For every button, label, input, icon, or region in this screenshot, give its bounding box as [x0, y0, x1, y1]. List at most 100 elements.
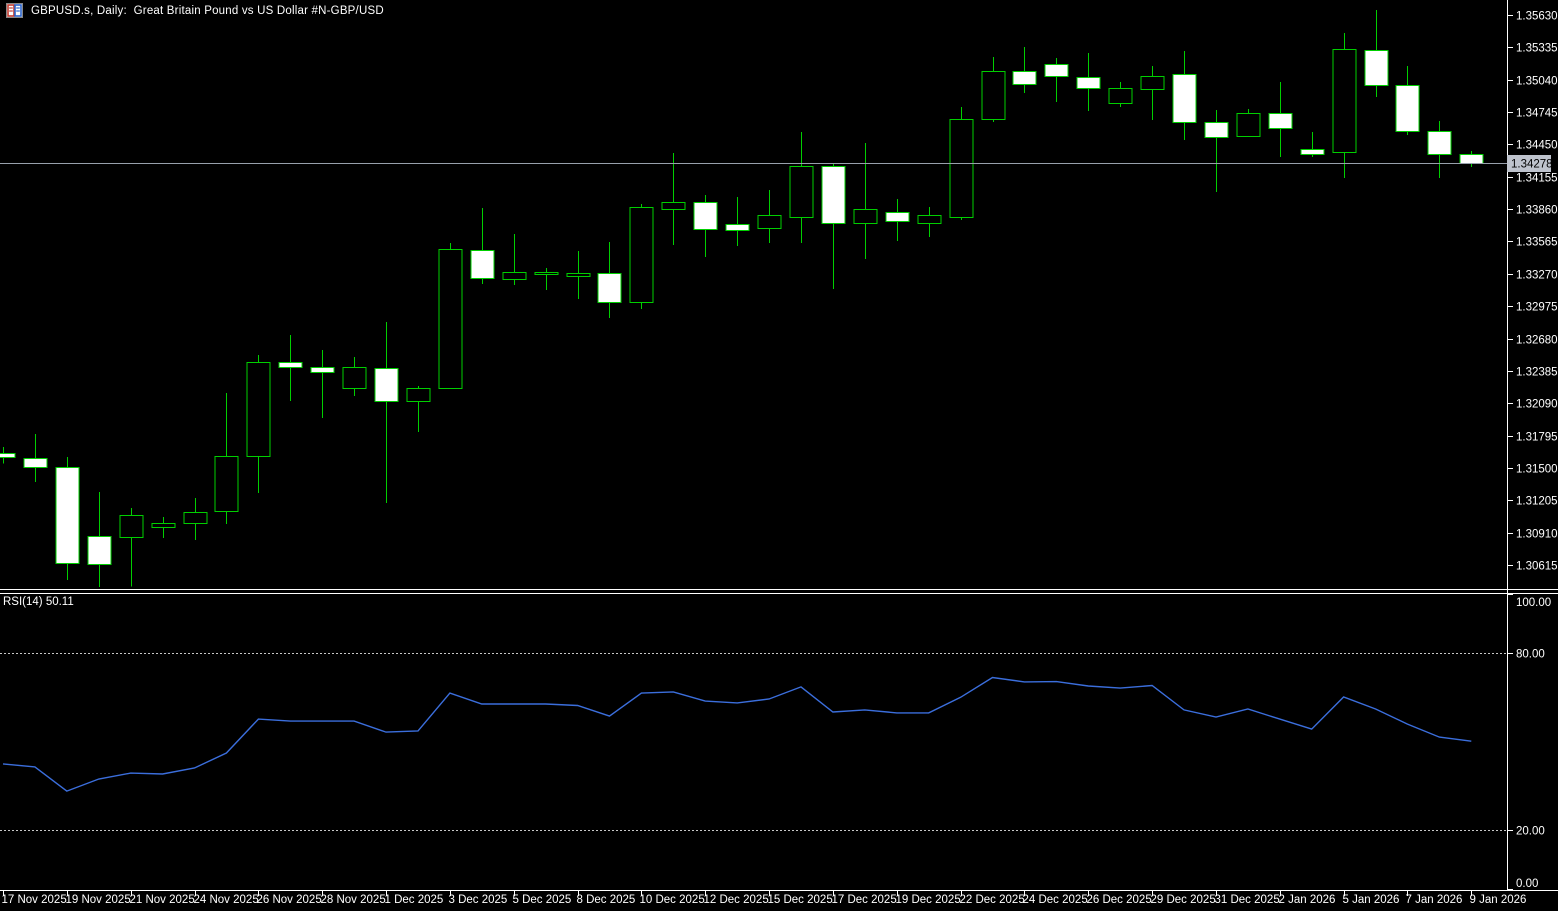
- candle-body: [438, 249, 463, 389]
- svg-text:29 Dec 2025: 29 Dec 2025: [1151, 894, 1216, 906]
- candle: [246, 355, 271, 494]
- candle: [406, 386, 431, 433]
- candle: [597, 241, 622, 318]
- candle-body: [853, 209, 878, 224]
- candle: [502, 233, 527, 285]
- svg-text:1.33860: 1.33860: [1516, 205, 1558, 217]
- rsi-panel[interactable]: 100.00 80.00 20.00 0.00: [0, 594, 1551, 891]
- candle-body: [470, 250, 495, 279]
- candle: [885, 199, 910, 242]
- chart-title: GBPUSD.s, Daily: Great Britain Pound vs …: [31, 4, 384, 17]
- svg-text:1.32090: 1.32090: [1516, 399, 1558, 411]
- svg-text:26 Dec 2025: 26 Dec 2025: [1087, 894, 1152, 906]
- candle: [23, 434, 48, 483]
- svg-text:17 Dec 2025: 17 Dec 2025: [832, 894, 897, 906]
- candle: [757, 190, 782, 243]
- svg-text:22 Dec 2025: 22 Dec 2025: [960, 894, 1025, 906]
- candle: [1300, 132, 1325, 158]
- candle-body: [1300, 149, 1325, 155]
- price-marker-box: [1507, 155, 1551, 172]
- svg-text:1.34745: 1.34745: [1516, 108, 1558, 120]
- candle-body: [1012, 71, 1037, 85]
- svg-text:1.34155: 1.34155: [1516, 173, 1558, 185]
- candle-body: [1044, 64, 1069, 77]
- candle: [629, 204, 654, 310]
- candle-body: [55, 467, 80, 564]
- candle-body: [693, 202, 718, 230]
- svg-text:1.35040: 1.35040: [1516, 76, 1558, 88]
- candle: [1332, 32, 1357, 179]
- candlesticks[interactable]: [0, 9, 1484, 588]
- candle-body: [1140, 76, 1165, 90]
- candle: [0, 447, 16, 464]
- panel-splitter[interactable]: [0, 589, 1558, 594]
- svg-text:1.35630: 1.35630: [1516, 11, 1558, 23]
- svg-text:80.00: 80.00: [1516, 649, 1545, 661]
- candle: [1140, 65, 1165, 121]
- candle-body: [725, 224, 750, 231]
- candle-body: [406, 388, 431, 402]
- candle-body: [534, 272, 559, 275]
- chart-title-bar: GBPUSD.s, Daily: Great Britain Pound vs …: [6, 3, 384, 18]
- candle-body: [1332, 49, 1357, 153]
- candle-body: [757, 215, 782, 229]
- svg-text:1.32975: 1.32975: [1516, 302, 1558, 314]
- svg-text:1.30615: 1.30615: [1516, 561, 1558, 573]
- candle: [1108, 82, 1133, 108]
- candle-body: [629, 207, 654, 303]
- svg-text:1.33270: 1.33270: [1516, 270, 1558, 282]
- candle-body: [949, 119, 974, 218]
- candle-body: [1172, 74, 1197, 123]
- candle: [119, 508, 144, 587]
- candle-body: [183, 512, 208, 524]
- svg-text:1.30910: 1.30910: [1516, 529, 1558, 541]
- svg-text:1.32680: 1.32680: [1516, 335, 1558, 347]
- current-price-marker: 1.34278: [1507, 155, 1553, 172]
- candle-body: [661, 202, 686, 210]
- candle: [725, 197, 750, 247]
- candle-body: [342, 367, 367, 389]
- svg-text:26 Nov 2025: 26 Nov 2025: [257, 894, 322, 906]
- candle-body: [1108, 88, 1133, 104]
- candle-body: [1395, 85, 1420, 132]
- candle: [661, 152, 686, 246]
- candle: [821, 163, 846, 290]
- svg-text:31 Dec 2025: 31 Dec 2025: [1215, 894, 1280, 906]
- candle-body: [151, 523, 176, 528]
- candle-body: [23, 458, 48, 468]
- svg-text:12 Dec 2025: 12 Dec 2025: [704, 894, 769, 906]
- svg-text:1.34450: 1.34450: [1516, 140, 1558, 152]
- candle: [789, 132, 814, 243]
- svg-text:10 Dec 2025: 10 Dec 2025: [640, 894, 705, 906]
- svg-text:20.00: 20.00: [1516, 826, 1545, 838]
- candle: [374, 322, 399, 504]
- candle-body: [119, 515, 144, 538]
- candle: [1076, 53, 1101, 111]
- candle-body: [502, 272, 527, 280]
- candle-body: [1076, 77, 1101, 89]
- candle: [1204, 109, 1229, 192]
- svg-text:1.33565: 1.33565: [1516, 237, 1558, 249]
- candle-body: [981, 71, 1006, 120]
- svg-text:1.32385: 1.32385: [1516, 367, 1558, 379]
- candle-body: [917, 215, 942, 224]
- candle-body: [214, 456, 239, 512]
- candle: [1268, 82, 1293, 158]
- candle-body: [278, 362, 303, 368]
- candle-body: [1204, 122, 1229, 138]
- candle-body: [246, 362, 271, 457]
- candle-body: [374, 368, 399, 402]
- candle: [151, 517, 176, 539]
- price-axis[interactable]: 1.35630 1.35335 1.35040 1.34745 1.34450 1.341…: [1507, 0, 1558, 890]
- candle: [1427, 121, 1452, 179]
- candle: [310, 350, 335, 419]
- svg-text:19 Dec 2025: 19 Dec 2025: [896, 894, 961, 906]
- candle: [566, 250, 591, 300]
- svg-text:0.00: 0.00: [1516, 878, 1538, 890]
- candle: [183, 498, 208, 541]
- svg-text:1.31205: 1.31205: [1516, 496, 1558, 508]
- svg-text:8 Dec 2025: 8 Dec 2025: [577, 894, 636, 906]
- candle: [1044, 57, 1069, 102]
